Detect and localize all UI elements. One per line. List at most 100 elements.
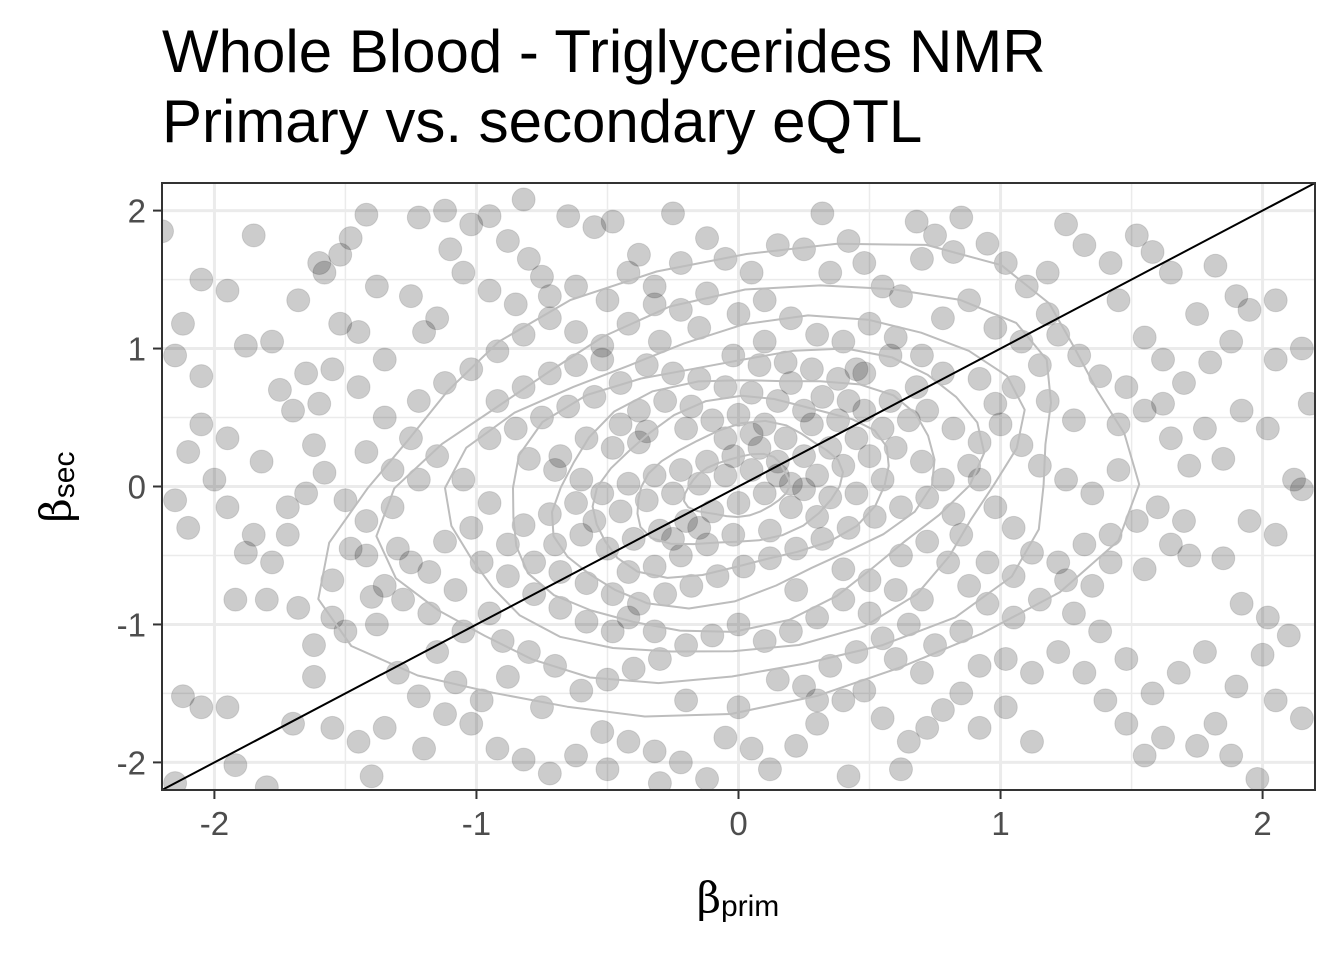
data-point [451, 260, 476, 285]
data-point [281, 398, 306, 423]
data-point [826, 366, 851, 391]
data-point [844, 426, 869, 451]
data-point [301, 433, 326, 458]
data-point [372, 573, 397, 598]
data-point [312, 260, 337, 285]
data-point [260, 550, 285, 575]
data-point [1282, 467, 1307, 492]
data-point [857, 444, 882, 469]
data-point [320, 357, 345, 382]
data-point [574, 609, 599, 634]
axis-ticks [153, 209, 1264, 799]
data-point [495, 228, 520, 253]
data-point [1019, 729, 1044, 754]
data-point [459, 711, 484, 736]
data-point [810, 384, 835, 409]
data-point [1219, 743, 1244, 768]
x-tick-label: 0 [729, 805, 747, 842]
data-point [930, 467, 955, 492]
data-point [176, 515, 201, 540]
data-point [993, 251, 1018, 276]
y-tick-label: -2 [117, 744, 146, 781]
data-point [1237, 508, 1262, 533]
data-point [870, 706, 895, 731]
data-point [836, 388, 861, 413]
data-point [516, 446, 541, 471]
y-axis-label-symbol: β [31, 498, 80, 522]
data-point [695, 226, 720, 251]
data-point [328, 311, 353, 336]
data-point [359, 584, 384, 609]
data-point [1035, 260, 1060, 285]
x-tick-label: 2 [1253, 805, 1271, 842]
data-point [1185, 302, 1210, 327]
data-point [1192, 640, 1217, 665]
data-point [642, 554, 667, 579]
data-point [189, 267, 214, 292]
data-point [564, 491, 589, 516]
data-point [1151, 725, 1176, 750]
data-point [307, 391, 332, 416]
data-point [1054, 212, 1079, 237]
density-contour [591, 394, 890, 579]
data-point [511, 747, 536, 772]
data-point [1035, 388, 1060, 413]
x-tick-label: 1 [991, 805, 1009, 842]
y-axis-label-subscript: sec [48, 452, 81, 499]
data-point [705, 564, 730, 589]
data-point [412, 319, 437, 344]
data-point [495, 564, 520, 589]
data-point [967, 366, 992, 391]
data-point [674, 633, 699, 658]
data-point [346, 375, 371, 400]
y-tick-label: -1 [117, 606, 146, 643]
y-tick-label: 2 [128, 193, 146, 230]
data-point [616, 729, 641, 754]
data-point [1158, 426, 1183, 451]
data-point [805, 711, 830, 736]
data-point [406, 205, 431, 230]
data-point [844, 357, 869, 382]
data-point [765, 667, 790, 692]
data-point [993, 695, 1018, 720]
data-point [653, 388, 678, 413]
data-point [412, 736, 437, 761]
data-point [249, 449, 274, 474]
data-point [1088, 619, 1113, 644]
data-point [1001, 515, 1026, 540]
data-point [1255, 605, 1280, 630]
data-point [364, 274, 389, 299]
data-point [870, 416, 895, 441]
data-point [909, 343, 934, 368]
data-point [1151, 391, 1176, 416]
data-point [626, 242, 651, 267]
data-point [254, 775, 279, 790]
data-point [241, 522, 266, 547]
data-point [328, 242, 353, 267]
data-point [975, 550, 1000, 575]
data-point [870, 274, 895, 299]
data-point [564, 743, 589, 768]
data-point [773, 426, 798, 451]
data-point [543, 457, 568, 482]
data-point [338, 226, 363, 251]
data-point [176, 440, 201, 465]
data-point [582, 384, 607, 409]
data-point [1289, 706, 1314, 731]
data-point [739, 457, 764, 482]
data-point [433, 702, 458, 727]
data-point [949, 681, 974, 706]
data-point [862, 504, 887, 529]
data-point [433, 529, 458, 554]
data-point [1158, 532, 1183, 557]
data-point [1140, 681, 1165, 706]
data-point [189, 412, 214, 437]
data-point [642, 739, 667, 764]
data-point [372, 715, 397, 740]
data-point [1263, 288, 1288, 313]
data-point [1166, 660, 1191, 685]
data-point [888, 284, 913, 309]
data-point [915, 715, 940, 740]
data-point [294, 481, 319, 506]
density-contour [444, 314, 1026, 653]
